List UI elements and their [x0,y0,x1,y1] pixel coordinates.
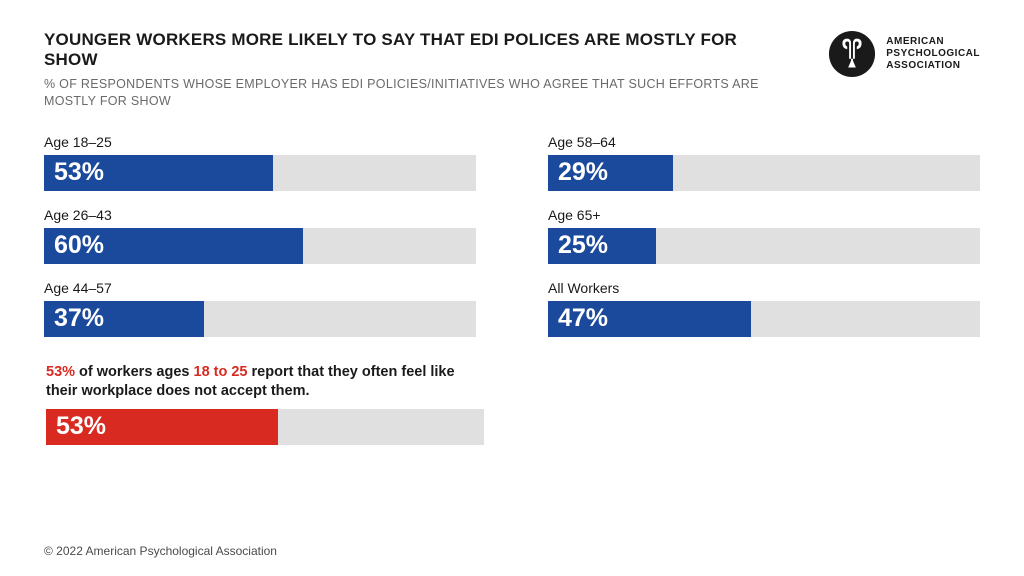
apa-logo: AMERICAN PSYCHOLOGICAL ASSOCIATION [828,30,980,78]
bar-chart-grid: Age 18–25 53% Age 58–64 29% Age 26–43 60… [44,134,980,337]
bar-fill: 53% [44,155,273,191]
bar-label: All Workers [548,280,980,296]
callout-text: 53% of workers ages 18 to 25 report that… [46,363,484,402]
bar-group: Age 44–57 37% [44,280,476,337]
copyright-text: © 2022 American Psychological Associatio… [44,544,277,558]
title-block: YOUNGER WORKERS MORE LIKELY TO SAY THAT … [44,30,784,110]
bar-track: 25% [548,228,980,264]
bar-value: 47% [558,304,608,333]
callout-highlight-2: 18 to 25 [194,364,248,380]
header: YOUNGER WORKERS MORE LIKELY TO SAY THAT … [44,30,980,110]
bar-group: Age 65+ 25% [548,207,980,264]
callout-highlight-1: 53% [46,364,75,380]
bar-track: 47% [548,301,980,337]
bar-value: 37% [54,304,104,333]
chart-title: YOUNGER WORKERS MORE LIKELY TO SAY THAT … [44,30,784,70]
bar-label: Age 26–43 [44,207,476,223]
callout-block: 53% of workers ages 18 to 25 report that… [44,363,484,445]
bar-track: 29% [548,155,980,191]
bar-group: Age 58–64 29% [548,134,980,191]
bar-track: 53% [44,155,476,191]
bar-group: All Workers 47% [548,280,980,337]
bar-value: 60% [54,231,104,260]
infographic-container: YOUNGER WORKERS MORE LIKELY TO SAY THAT … [0,0,1024,576]
bar-label: Age 18–25 [44,134,476,150]
org-line-3: ASSOCIATION [886,60,980,72]
bar-label: Age 44–57 [44,280,476,296]
bar-fill: 47% [548,301,751,337]
bar-track: 37% [44,301,476,337]
bar-label: Age 58–64 [548,134,980,150]
bar-fill: 29% [548,155,673,191]
callout-bar-fill: 53% [46,409,278,445]
org-line-1: AMERICAN [886,36,980,48]
bar-group: Age 18–25 53% [44,134,476,191]
bar-value: 25% [558,231,608,260]
chart-subtitle: % OF RESPONDENTS WHOSE EMPLOYER HAS EDI … [44,76,784,110]
org-line-2: PSYCHOLOGICAL [886,48,980,60]
psi-logo-icon [828,30,876,78]
bar-fill: 25% [548,228,656,264]
bar-group: Age 26–43 60% [44,207,476,264]
bar-value: 29% [558,158,608,187]
callout-bar-value: 53% [56,412,106,441]
callout-seg-2: of workers ages [75,364,193,380]
bar-fill: 37% [44,301,204,337]
bar-value: 53% [54,158,104,187]
callout-bar-track: 53% [46,409,484,445]
org-name: AMERICAN PSYCHOLOGICAL ASSOCIATION [886,36,980,72]
bar-fill: 60% [44,228,303,264]
bar-track: 60% [44,228,476,264]
bar-label: Age 65+ [548,207,980,223]
